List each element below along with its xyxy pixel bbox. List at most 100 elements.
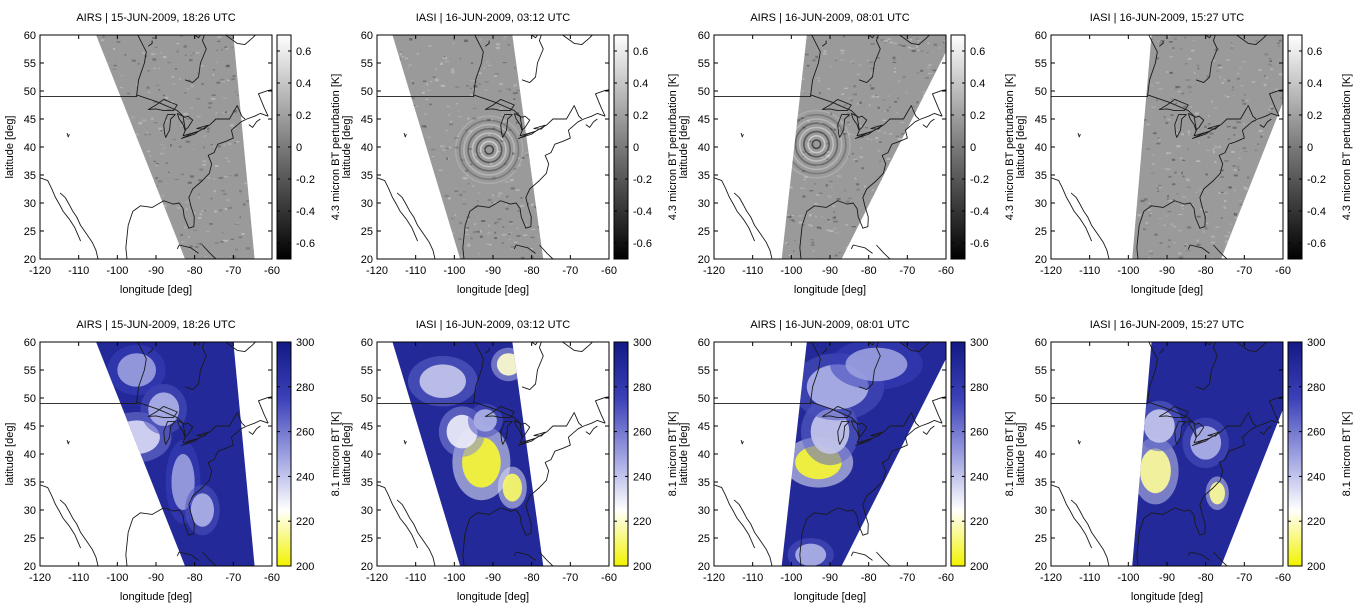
x-tick-label: -120 (703, 572, 725, 584)
x-tick-label: -60 (1275, 265, 1291, 277)
colorbar-tick-label: -0.4 (633, 206, 652, 218)
x-tick-label: -100 (443, 265, 465, 277)
colorbar: 0.6 0.4 0.2 0 -0.2 -0.4 -0.6 4.3 micron BT pert… (950, 34, 1016, 260)
y-axis-label: latitude [deg] (678, 423, 690, 486)
y-tick-label: 60 (1035, 337, 1047, 349)
map-panel-8: -120 -110 -100 -90 -80 -70 -60 20 25 30 35 40 45 50 55… (1015, 319, 1353, 603)
x-axis-label: longitude [deg] (120, 591, 192, 603)
colorbar-label: 8.1 micron BT [K] (667, 412, 679, 497)
y-tick-label: 25 (1035, 226, 1047, 238)
y-tick-label: 30 (698, 198, 710, 210)
x-axis-label: longitude [deg] (457, 591, 529, 603)
colorbar-label: 4.3 micron BT perturbation [K] (1341, 74, 1353, 221)
y-tick-label: 40 (698, 142, 710, 154)
y-tick-label: 55 (698, 365, 710, 377)
colorbar-tick-label: 300 (296, 337, 314, 349)
x-tick-label: -60 (264, 572, 280, 584)
y-tick-label: 35 (361, 477, 373, 489)
y-tick-label: 25 (24, 226, 36, 238)
x-tick-label: -100 (1117, 572, 1139, 584)
x-tick-label: -80 (187, 265, 203, 277)
colorbar-tick-label: -0.6 (633, 238, 652, 250)
colorbar-tick-label: 0.4 (970, 78, 985, 90)
y-tick-label: 45 (1035, 114, 1047, 126)
x-tick-label: -110 (405, 265, 426, 277)
x-tick-label: -110 (742, 265, 763, 277)
y-tick-label: 40 (698, 449, 710, 461)
x-axis-label: longitude [deg] (120, 284, 192, 296)
x-tick-label: -90 (148, 265, 164, 277)
x-tick-label: -60 (601, 265, 617, 277)
x-tick-label: -90 (485, 572, 501, 584)
y-axis-label: latitude [deg] (341, 116, 353, 179)
x-tick-label: -120 (366, 265, 388, 277)
y-tick-label: 35 (361, 170, 373, 182)
colorbar-tick-label: 300 (633, 337, 651, 349)
y-tick-label: 45 (361, 421, 373, 433)
colorbar: 300 280 260 240 220 200 8.1 micron BT [K] (613, 337, 679, 573)
x-tick-label: -70 (899, 265, 915, 277)
colorbar-label: 8.1 micron BT [K] (330, 412, 342, 497)
coastlines (1051, 342, 1283, 566)
x-tick-label: -120 (1040, 572, 1062, 584)
cloud (502, 473, 522, 502)
x-tick-label: -90 (1159, 572, 1175, 584)
colorbar-tick-label: 0 (296, 142, 302, 154)
x-tick-label: -120 (366, 572, 388, 584)
colorbar-tick-label: -0.6 (1307, 238, 1326, 250)
colorbar-tick-label: 280 (970, 382, 988, 394)
swath-perturbation (392, 35, 544, 259)
x-tick-label: -110 (68, 572, 89, 584)
colorbar-tick-label: -0.4 (296, 206, 315, 218)
colorbar-tick-label: 280 (296, 382, 314, 394)
x-tick-label: -110 (1079, 265, 1100, 277)
y-tick-label: 50 (361, 393, 373, 405)
cloud (419, 364, 466, 399)
x-tick-label: -80 (524, 572, 540, 584)
y-tick-label: 20 (361, 561, 373, 573)
x-tick-label: -70 (899, 572, 915, 584)
colorbar-tick-label: 0.4 (1307, 78, 1322, 90)
y-tick-label: 35 (1035, 170, 1047, 182)
y-tick-label: 30 (1035, 505, 1047, 517)
colorbar-tick-label: 260 (1307, 427, 1325, 439)
panel-title: AIRS | 15-JUN-2009, 18:26 UTC (76, 12, 235, 24)
x-tick-label: -80 (187, 572, 203, 584)
y-tick-label: 45 (361, 114, 373, 126)
x-tick-label: -70 (225, 572, 241, 584)
x-tick-label: -110 (405, 572, 426, 584)
colorbar-tick-label: 300 (1307, 337, 1325, 349)
y-tick-label: 30 (1035, 198, 1047, 210)
cloud (117, 353, 156, 387)
y-tick-label: 60 (24, 30, 36, 42)
y-tick-label: 50 (1035, 393, 1047, 405)
y-tick-label: 40 (361, 449, 373, 461)
x-tick-label: -110 (742, 572, 763, 584)
colorbar-tick-label: 0.6 (1307, 46, 1322, 58)
y-tick-label: 55 (1035, 58, 1047, 70)
colorbar-label: 4.3 micron BT perturbation [K] (667, 74, 679, 221)
x-tick-label: -90 (822, 572, 838, 584)
y-tick-label: 35 (24, 477, 36, 489)
colorbar-tick-label: 280 (1307, 382, 1325, 394)
y-axis-label: latitude [deg] (678, 116, 690, 179)
cloud-features (1132, 400, 1229, 511)
coastlines (377, 35, 609, 259)
x-tick-label: -90 (485, 265, 501, 277)
colorbar-tick-label: 0 (970, 142, 976, 154)
x-tick-label: -60 (938, 572, 954, 584)
y-axis-label: latitude [deg] (1015, 423, 1027, 486)
x-tick-label: -60 (264, 265, 280, 277)
cloud (496, 353, 521, 376)
colorbar: 0.6 0.4 0.2 0 -0.2 -0.4 -0.6 4.3 micron BT pert… (276, 34, 342, 260)
y-tick-label: 20 (1035, 561, 1047, 573)
y-tick-label: 25 (361, 533, 373, 545)
x-tick-label: -100 (106, 572, 128, 584)
colorbar-tick-label: -0.2 (296, 174, 315, 186)
cloud (473, 409, 497, 432)
y-tick-label: 55 (361, 365, 373, 377)
y-tick-label: 50 (24, 86, 36, 98)
map-panel-2: -120 -110 -100 -90 -80 -70 -60 20 25 30 35 40 45 50 55… (341, 12, 679, 296)
x-axis-label: longitude [deg] (457, 284, 529, 296)
x-tick-label: -90 (148, 572, 164, 584)
